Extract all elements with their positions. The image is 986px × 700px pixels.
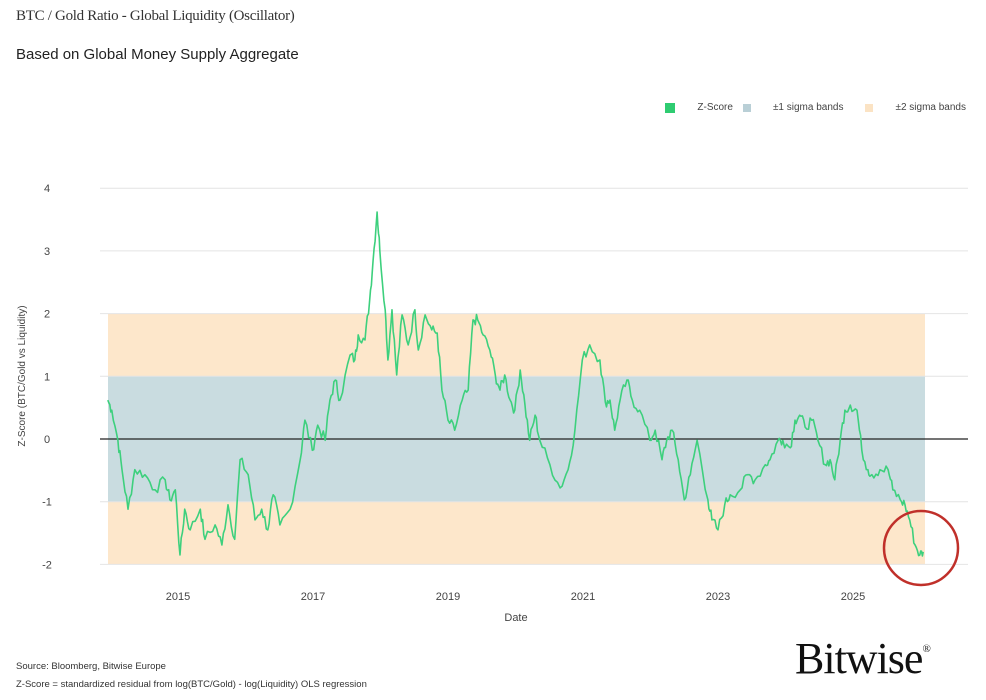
y-tick-label: 2 — [44, 309, 50, 321]
legend-label-2sigma: ±2 sigma bands — [895, 102, 966, 113]
legend-swatch-2sigma — [865, 103, 874, 112]
chart-title: BTC / Gold Ratio - Global Liquidity (Osc… — [16, 8, 295, 24]
legend-swatch-1sigma — [742, 103, 751, 112]
legend-label-zscore: Z-Score — [697, 102, 733, 113]
y-tick-label: 1 — [44, 371, 50, 383]
x-tick-label: 2017 — [301, 591, 325, 603]
zscore-line — [107, 211, 924, 557]
highlight-circle — [882, 509, 960, 587]
x-tick-label: 2019 — [436, 591, 460, 603]
y-tick-label: 3 — [44, 246, 50, 258]
x-axis-label: Date — [504, 612, 527, 624]
x-tick-label: 2021 — [571, 591, 595, 603]
y-tick-label: -1 — [42, 497, 52, 509]
source-note: Source: Bloomberg, Bitwise Europe — [16, 661, 166, 672]
legend: Z-Score ±1 sigma bands ±2 sigma bands — [643, 102, 966, 113]
x-tick-label: 2025 — [841, 591, 865, 603]
chart-subtitle: Based on Global Money Supply Aggregate — [16, 46, 299, 63]
x-tick-label: 2015 — [166, 591, 190, 603]
y-axis-label: Z-Score (BTC/Gold vs Liquidity) — [17, 305, 28, 446]
y-tick-label: 0 — [44, 434, 50, 446]
bitwise-logo: Bitwise® — [795, 634, 931, 683]
y-tick-label: -2 — [42, 559, 52, 571]
x-tick-label: 2023 — [706, 591, 730, 603]
zscore-note: Z-Score = standardized residual from log… — [16, 679, 367, 690]
legend-label-1sigma: ±1 sigma bands — [772, 102, 844, 113]
legend-swatch-zscore — [665, 102, 676, 113]
y-tick-label: 4 — [44, 183, 50, 195]
logo-text: Bitwise — [795, 634, 923, 683]
